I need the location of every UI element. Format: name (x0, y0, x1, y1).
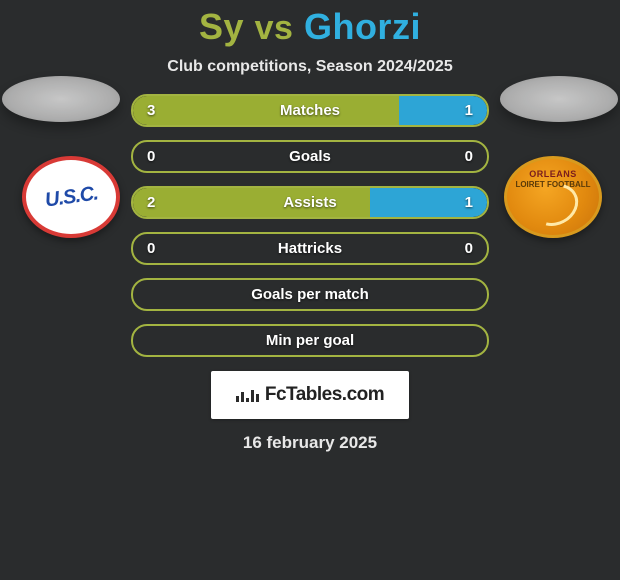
subtitle: Club competitions, Season 2024/2025 (167, 58, 452, 76)
comparison-stage: U.S.C. ORLEANS LOIRET FOOTBALL 3 1 Matches… (0, 94, 620, 357)
stat-fill-right (399, 96, 488, 125)
stat-row: 0 0 Goals (131, 140, 489, 173)
stat-value-right: 0 (465, 148, 473, 165)
player2-name: Ghorzi (304, 6, 421, 47)
stat-label: Goals (289, 148, 331, 165)
root: Sy vs Ghorzi Club competitions, Season 2… (0, 0, 620, 453)
stat-label: Assists (283, 194, 336, 211)
stat-row: 2 1 Assists (131, 186, 489, 219)
stat-row: 0 0 Hattricks (131, 232, 489, 265)
player1-name: Sy (199, 6, 244, 47)
branding-logo-icon (236, 388, 259, 402)
stat-bars: 3 1 Matches 0 0 Goals 2 1 Assists 0 0 Hattricks Goal… (131, 94, 489, 357)
player1-silhouette-icon (2, 76, 120, 122)
stat-label: Matches (280, 102, 340, 119)
crest-right-line1: ORLEANS (507, 169, 599, 179)
stat-label: Hattricks (278, 240, 342, 257)
stat-value-right: 0 (465, 240, 473, 257)
page-title: Sy vs Ghorzi (199, 6, 421, 48)
stat-row: 3 1 Matches (131, 94, 489, 127)
footer-date: 16 february 2025 (243, 433, 377, 453)
stat-value-right: 1 (465, 102, 473, 119)
crest-left-text: U.S.C. (43, 182, 99, 212)
stat-label: Min per goal (266, 332, 354, 349)
branding-badge: FcTables.com (211, 371, 409, 419)
vs-label: vs (255, 9, 294, 47)
stat-value-left: 0 (147, 148, 155, 165)
stat-label: Goals per match (251, 286, 369, 303)
stat-value-left: 0 (147, 240, 155, 257)
stat-value-right: 1 (465, 194, 473, 211)
player2-silhouette-icon (500, 76, 618, 122)
branding-text: FcTables.com (265, 384, 384, 406)
stat-row: Goals per match (131, 278, 489, 311)
stat-row: Min per goal (131, 324, 489, 357)
club-crest-left: U.S.C. (22, 156, 120, 238)
club-crest-right: ORLEANS LOIRET FOOTBALL (504, 156, 602, 238)
stat-value-left: 2 (147, 194, 155, 211)
stat-fill-left (133, 96, 399, 125)
stat-value-left: 3 (147, 102, 155, 119)
